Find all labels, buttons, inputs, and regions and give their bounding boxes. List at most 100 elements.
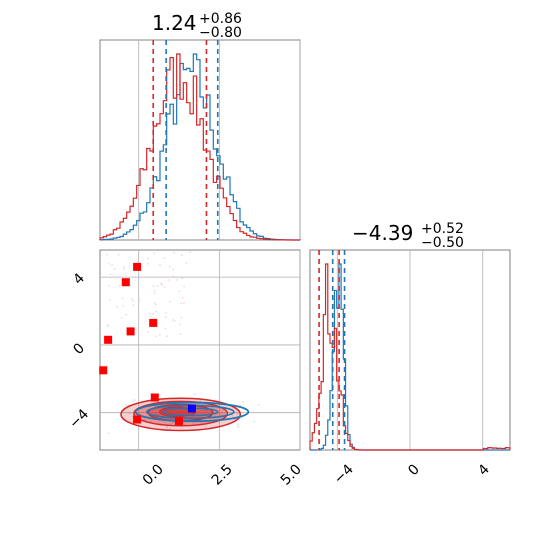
scatter-point [197, 411, 200, 414]
y-tick-labels: −4 0 4 [66, 270, 92, 432]
scatter-point [152, 285, 155, 287]
title-value: −4.39 [352, 221, 413, 245]
scatter-point [181, 297, 184, 299]
scatter-point [132, 304, 135, 307]
scatter-point [129, 412, 132, 415]
scatter-point [147, 262, 149, 265]
scatter-point [194, 393, 196, 396]
scatter-point [168, 279, 171, 281]
scatter-point [235, 410, 238, 413]
scatter-point [237, 423, 239, 426]
scatter-point [238, 425, 241, 428]
scatter-point [107, 432, 110, 435]
scatter-point [156, 285, 159, 288]
scatter-point [210, 406, 213, 409]
histogram-series [99, 53, 301, 241]
scatter-point [181, 277, 184, 280]
scatter-point [169, 265, 171, 268]
scatter-point [173, 251, 176, 254]
scatter-point [138, 299, 141, 302]
scatter-point [172, 319, 175, 321]
x-tick-label: 5.0 [278, 462, 305, 489]
scatter-point [117, 253, 120, 256]
scatter-point [131, 400, 134, 403]
scatter-point [236, 425, 239, 428]
x-tick-label: 0.0 [140, 462, 167, 489]
histograms [99, 53, 301, 241]
scatter-point [164, 316, 167, 318]
red-marker [121, 278, 130, 287]
scatter-point [165, 312, 167, 314]
scatter-point [120, 317, 123, 319]
scatter-point [221, 411, 224, 414]
scatter-point [183, 302, 185, 304]
scatter-point [172, 275, 174, 278]
scatter-point [199, 412, 202, 414]
scatter-point [154, 292, 156, 295]
scatter-point [178, 290, 181, 293]
scatter-point [155, 335, 157, 338]
histogram-series [99, 53, 301, 241]
gridlines [336, 250, 484, 450]
scatter-point [137, 318, 140, 320]
scatter-point [183, 285, 186, 288]
scatter-point [169, 427, 172, 430]
scatter-point [163, 421, 166, 424]
scatter-point [203, 412, 206, 415]
scatter-point [121, 297, 124, 300]
scatter-point [164, 327, 167, 330]
red-marker [150, 393, 159, 402]
scatter-point [166, 335, 169, 338]
scatter-point [147, 257, 150, 260]
scatter-point [161, 283, 164, 286]
scatter-point [147, 330, 149, 333]
scatter-point [224, 411, 227, 414]
scatter-point [208, 411, 211, 414]
scatter-point [185, 262, 188, 264]
panel-hist-param-1: 1.24 +0.86 −0.80 [99, 11, 301, 241]
scatter-point [111, 264, 113, 266]
scatter-point [108, 299, 111, 301]
y-tick-label: 4 [70, 270, 88, 288]
scatter-point [199, 410, 202, 412]
scatter-point [114, 267, 116, 270]
scatter-point [154, 303, 157, 306]
scatter-point [204, 409, 207, 412]
y-tick-label: −4 [66, 406, 92, 432]
x-tick-label: 0 [405, 462, 423, 480]
x-tick-labels: 0.0 2.5 5.0 [140, 462, 305, 489]
scatter-point [148, 312, 151, 315]
scatter-point [123, 265, 125, 268]
scatter-point [122, 305, 124, 307]
red-marker [104, 335, 113, 344]
scatter-point [179, 333, 182, 336]
gridlines [138, 40, 301, 240]
title-minus: −0.80 [199, 25, 242, 41]
scatter-point [205, 426, 208, 428]
scatter-point [153, 252, 156, 255]
panel-hist-param-2: −4.39 +0.52 −0.50 −4 0 4 [309, 221, 511, 487]
scatter-point [111, 276, 114, 279]
panel-title: 1.24 +0.86 −0.80 [152, 11, 242, 41]
x-tick-label: −4 [331, 461, 357, 487]
title-plus: +0.52 [421, 221, 464, 237]
scatter-point [107, 262, 110, 265]
red-marker [149, 318, 158, 327]
contour-level [134, 401, 250, 423]
scatter-point [106, 324, 109, 326]
scatter-point [196, 408, 198, 411]
red-marker [175, 417, 183, 426]
title-minus: −0.50 [421, 235, 464, 251]
red-marker [126, 327, 135, 336]
histogram-series [309, 263, 511, 451]
quantile-lines [152, 40, 219, 240]
scatter-point [109, 273, 112, 276]
scatter-point [122, 267, 125, 270]
scatter-point [160, 282, 162, 285]
scatter-point [155, 310, 158, 313]
scatter-point [131, 420, 134, 423]
scatter-point [157, 413, 160, 416]
x-tick-label: 4 [475, 461, 493, 479]
scatter-point [236, 413, 239, 416]
